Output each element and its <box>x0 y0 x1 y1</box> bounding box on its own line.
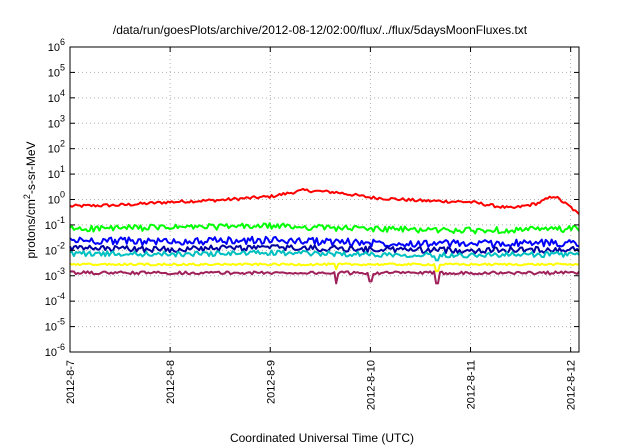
series-line-1 <box>69 187 580 215</box>
y-tick-label: 104 <box>48 88 65 105</box>
series-line-5 <box>69 249 580 262</box>
y-tick-label: 10-1 <box>45 215 65 232</box>
y-tick-label: 103 <box>48 113 65 130</box>
y-tick-label: 10-5 <box>45 317 65 334</box>
x-tick-label: 2012-8-11 <box>466 360 478 409</box>
y-tick-label: 10-2 <box>45 240 65 257</box>
series-lines <box>69 187 580 285</box>
series-line-3 <box>69 235 580 249</box>
y-tick-label: 106 <box>48 37 65 54</box>
ticks <box>69 46 579 353</box>
x-tick-labels: 2012-8-7 2012-8-8 2012-8-9 2012-8-10 2012-8-… <box>65 360 578 410</box>
series-line-7 <box>69 270 580 285</box>
series-line-2 <box>69 222 580 235</box>
x-axis-label: Coordinated Universal Time (UTC) <box>230 431 414 445</box>
y-tick-labels: 10-6 10-5 10-4 10-3 10-2 10-1 100 101 102 103 104 1… <box>45 37 65 359</box>
y-tick-label: 105 <box>48 62 65 79</box>
grid <box>69 47 579 352</box>
x-tick-label: 2012-8-10 <box>365 360 377 410</box>
chart-title: /data/run/goesPlots/archive/2012-08-12/0… <box>113 23 528 37</box>
y-tick-label: 102 <box>48 139 65 156</box>
x-tick-label: 2012-8-8 <box>165 360 177 404</box>
x-tick-label: 2012-8-12 <box>566 360 578 410</box>
y-tick-label: 10-6 <box>45 342 65 359</box>
y-tick-label: 10-3 <box>45 266 65 283</box>
y-tick-label: 10-4 <box>45 291 65 308</box>
series-line-4 <box>69 244 580 255</box>
y-tick-label: 100 <box>48 190 65 207</box>
series-line-6 <box>69 262 580 273</box>
y-axis-label: protons/cm2-s-sr-MeV <box>22 141 38 258</box>
y-tick-label: 101 <box>48 164 65 181</box>
x-tick-label: 2012-8-7 <box>65 360 77 404</box>
x-tick-label: 2012-8-9 <box>265 360 277 404</box>
